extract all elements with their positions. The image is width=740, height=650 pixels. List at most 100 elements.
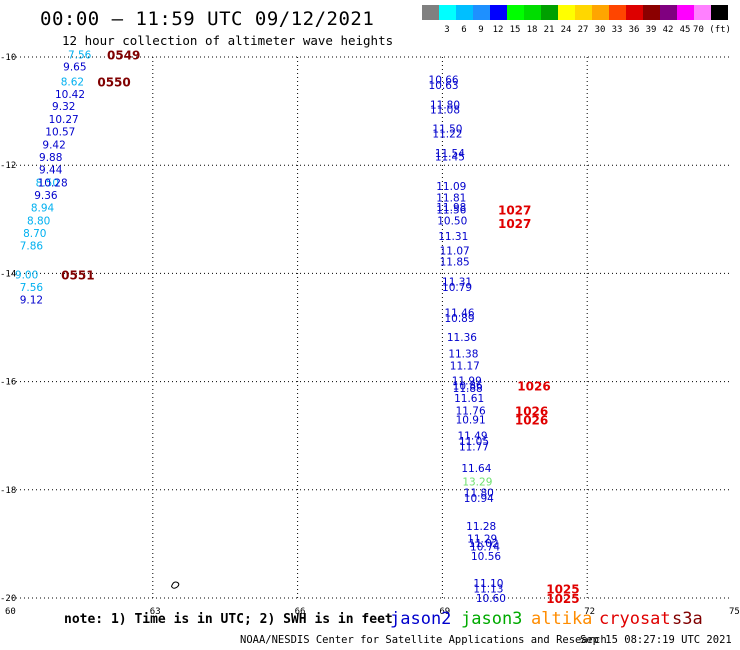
wave-height-value: 7.56: [20, 282, 44, 294]
scale-label: 70 (ft): [693, 25, 731, 35]
wave-height-value: 9.88: [39, 152, 62, 164]
lat-tick-label: -14: [0, 269, 16, 279]
wave-height-value: 11.49: [457, 431, 487, 443]
wave-height-value: 8.80: [27, 215, 50, 227]
scale-label: 30: [594, 25, 606, 35]
wave-height-value: 11.76: [456, 405, 486, 417]
wave-height-value: 11.56: [436, 205, 466, 217]
wave-height-value: 11.08: [430, 104, 460, 116]
wave-height-value: 10.89: [444, 313, 474, 325]
lon-tick-label: 69: [439, 607, 450, 617]
wave-height-value: 11.99: [452, 376, 482, 388]
wave-height-value: 8.70: [23, 228, 46, 240]
scale-swatch: [439, 5, 456, 20]
pass-time-label: 1027: [498, 204, 531, 218]
wave-height-value: 10.42: [55, 89, 85, 101]
pass-time-label: 1026: [517, 379, 550, 393]
wave-height-value: 9.32: [52, 101, 75, 113]
legend-altika: altika: [531, 609, 593, 629]
scale-swatch: [711, 5, 728, 20]
wave-height-value: 11.07: [440, 246, 470, 258]
pass-time-label: 1026: [515, 413, 548, 427]
scale-swatch: [473, 5, 490, 20]
wave-height-value: 11.36: [447, 332, 477, 344]
lon-tick-label: 60: [5, 607, 16, 617]
wave-height-value: 10.28: [38, 178, 68, 190]
lon-tick-label: 75: [729, 607, 740, 617]
wave-height-value: 10.50: [437, 215, 467, 227]
map-title: 00:00 – 11:59 UTC 09/12/2021: [40, 8, 375, 30]
generated-timestamp: Sep 15 08:27:19 UTC 2021: [580, 634, 732, 646]
wave-height-value: 9.42: [42, 140, 65, 152]
pass-time-label: 0551: [61, 268, 94, 282]
scale-swatch: [677, 5, 694, 20]
wave-height-value: 9.44: [39, 165, 63, 177]
wave-height-value: 7.86: [20, 240, 44, 252]
scale-label: 6: [461, 25, 467, 35]
wave-height-value: 11.88: [453, 383, 483, 395]
wave-height-value: 11.81: [436, 193, 466, 205]
pass-time-label: 1026: [515, 404, 548, 418]
island-outline: [170, 581, 180, 589]
scale-swatch: [626, 5, 643, 20]
scale-swatch: [660, 5, 677, 20]
scale-label: 45: [679, 25, 691, 35]
wave-height-value: 10.63: [429, 80, 459, 92]
wave-height-value: 11.17: [450, 360, 480, 372]
wave-height-value: 11.80: [464, 488, 494, 500]
scale-label: 21: [543, 25, 555, 35]
scale-label: 9: [478, 25, 484, 35]
legend-jason3: jason3: [461, 609, 523, 629]
wave-height-value: 11.29: [467, 533, 497, 545]
wave-height-value: 11.50: [432, 123, 462, 135]
scale-swatch: [524, 5, 541, 20]
wave-height-value: 10.94: [464, 493, 494, 505]
map-subtitle: 12 hour collection of altimeter wave hei…: [62, 33, 394, 48]
legend-cryosat: cryosat: [599, 609, 671, 629]
wave-height-value: 11.80: [430, 100, 460, 112]
lat-tick-label: -12: [0, 161, 16, 171]
wave-height-value: 11.31: [438, 231, 468, 243]
wave-height-value: 9.00: [15, 269, 38, 281]
lat-tick-label: -16: [0, 378, 16, 388]
scale-label: 18: [526, 25, 538, 35]
scale-swatch: [643, 5, 660, 20]
scale-swatch: [490, 5, 507, 20]
wave-height-value: 10.60: [476, 593, 506, 605]
scale-swatch: [558, 5, 575, 20]
wave-height-value: 11.10: [473, 578, 503, 590]
units-note: note: 1) Time is in UTC; 2) SWH is in fe…: [64, 612, 393, 627]
scale-label: 12: [492, 25, 504, 35]
wave-height-value: 11.77: [459, 442, 489, 454]
wave-height-value: 9.36: [34, 190, 58, 202]
wave-height-value: 11.22: [432, 128, 462, 140]
pass-time-label: 0549: [107, 48, 140, 62]
wave-height-value: 11.61: [454, 393, 484, 405]
wave-height-value: 11.13: [473, 583, 503, 595]
credit-text: NOAA/NESDIS Center for Satellite Applica…: [240, 634, 607, 646]
pass-time-label: 0550: [97, 75, 130, 89]
scale-label: 27: [577, 25, 589, 35]
scale-swatch: [609, 5, 626, 20]
scale-swatch: [422, 5, 439, 20]
wave-height-value: 11.02: [469, 538, 499, 550]
scale-label: 33: [611, 25, 623, 35]
wave-height-value: 10.86: [453, 380, 483, 392]
legend-s3a: s3a: [672, 609, 703, 629]
scale-swatch: [575, 5, 592, 20]
wave-height-value: 10.56: [471, 551, 501, 563]
legend-jason2: jason2: [390, 609, 452, 629]
lat-tick-label: -10: [0, 53, 16, 63]
wave-height-value: 11.46: [444, 307, 474, 319]
scale-label: 3: [444, 25, 450, 35]
wave-height-value: 8.50: [36, 178, 59, 190]
wave-height-value: 7.56: [68, 49, 92, 61]
wave-height-value: 11.98: [436, 202, 466, 214]
wave-height-value: 11.54: [435, 148, 465, 160]
wave-height-value: 11.85: [440, 256, 470, 268]
scale-swatch: [541, 5, 558, 20]
wave-height-value: 11.38: [448, 348, 478, 360]
wave-height-value: 10.57: [45, 127, 75, 139]
pass-time-label: 1025: [546, 592, 579, 606]
lon-tick-label: 72: [584, 607, 595, 617]
